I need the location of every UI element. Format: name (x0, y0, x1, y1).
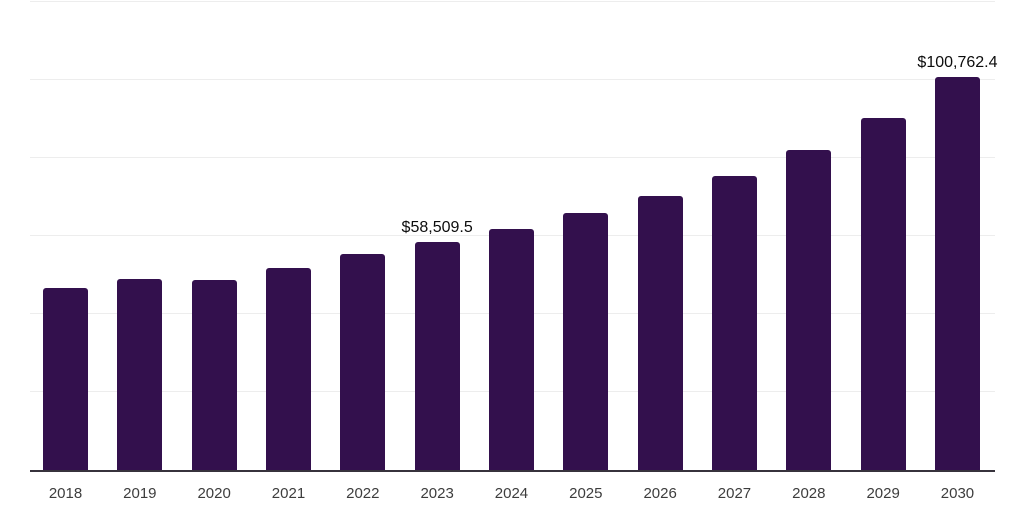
x-tick-2019: 2019 (123, 485, 157, 502)
x-tick-2024: 2024 (494, 485, 529, 502)
data-label-2023: $58,509.5 (401, 218, 473, 236)
bar-2029 (860, 117, 906, 470)
x-tick-2018: 2018 (48, 485, 83, 502)
x-tick-2023: 2023 (420, 485, 454, 502)
bar-2027 (711, 175, 757, 470)
x-axis: 2018 2019 2020 2021 2022 2023 2024 2025 2026 2027… (30, 472, 995, 506)
bar-2019 (117, 279, 163, 470)
bar-2022 (340, 253, 386, 470)
x-tick-2022: 2022 (346, 485, 380, 502)
x-tick-2021: 2021 (271, 485, 306, 502)
plot-area: $58,509.5 $100,762.4 (30, 1, 998, 472)
x-tick-2027: 2027 (717, 485, 752, 502)
bar-2018 (43, 288, 88, 470)
bar-2025 (563, 212, 609, 470)
bar-2021 (265, 267, 311, 470)
bar-2024 (488, 228, 534, 470)
gridline-120000 (30, 1, 995, 2)
x-tick-2020: 2020 (197, 485, 231, 502)
bar-2030 (934, 77, 980, 470)
data-label-2030: $100,762.4 (917, 54, 998, 72)
x-tick-2029: 2029 (866, 485, 900, 502)
bar-2028 (786, 150, 832, 470)
x-tick-2028: 2028 (792, 485, 826, 502)
bar-2026 (637, 196, 683, 470)
x-tick-2026: 2026 (643, 485, 677, 502)
bar-2020 (191, 280, 237, 470)
x-tick-2025: 2025 (569, 485, 603, 502)
bar-2023 (414, 241, 460, 470)
x-tick-2030: 2030 (940, 485, 975, 502)
gridline-80000 (30, 157, 995, 159)
gridline-100000 (30, 79, 995, 80)
